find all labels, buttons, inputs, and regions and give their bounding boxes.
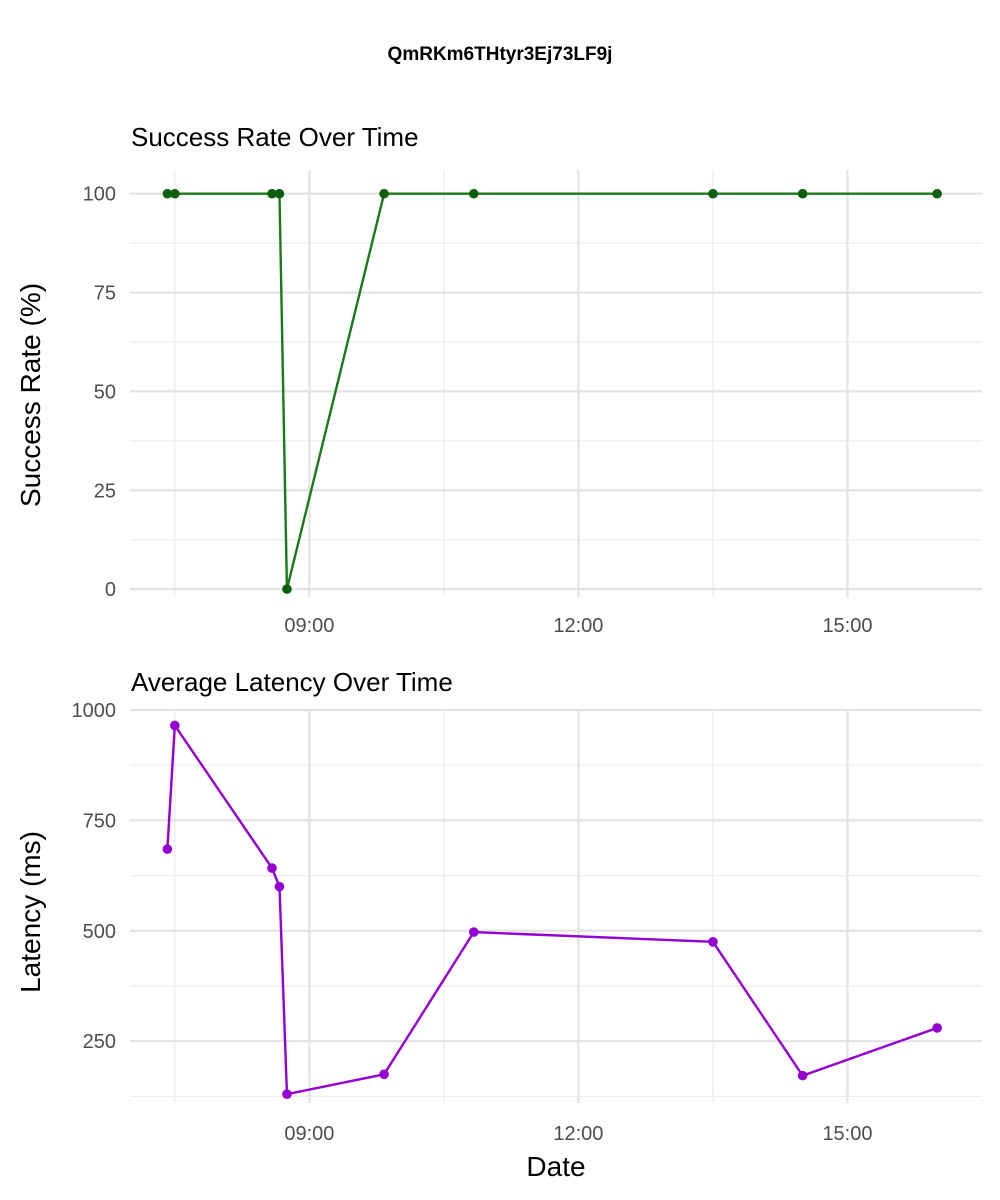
data-point	[468, 188, 479, 199]
data-point	[162, 188, 173, 199]
data-point	[379, 188, 389, 199]
data-point	[170, 188, 180, 199]
y-tick-label: 750	[83, 810, 116, 832]
data-point	[274, 881, 285, 892]
data-point	[267, 863, 277, 873]
data-point	[932, 188, 942, 199]
y-axis-title: Latency (ms)	[15, 831, 46, 993]
data-point	[282, 584, 292, 594]
x-tick-label: 15:00	[822, 1123, 872, 1145]
data-point	[170, 720, 180, 731]
data-point	[162, 844, 173, 854]
latency-panel-title: Average Latency Over Time	[131, 667, 453, 697]
y-tick-label: 0	[105, 579, 116, 601]
data-point	[932, 1023, 942, 1033]
chart-main-title: QmRKm6THtyr3Ej73LF9j	[387, 44, 613, 65]
y-tick-label: 250	[83, 1031, 116, 1053]
x-tick-label: 15:00	[822, 615, 872, 637]
data-point	[379, 1069, 389, 1080]
y-tick-label: 50	[94, 381, 116, 403]
success-rate-panel-title: Success Rate Over Time	[131, 122, 419, 152]
y-tick-label: 1000	[72, 700, 117, 722]
x-axis-title: Date	[526, 1151, 585, 1182]
y-tick-label: 25	[94, 480, 116, 502]
series-line	[166, 721, 938, 1096]
data-point	[282, 1089, 292, 1099]
data-point	[797, 1070, 808, 1081]
data-point	[274, 188, 285, 199]
x-tick-label: 12:00	[553, 1123, 603, 1145]
series-line	[167, 192, 938, 590]
y-axis-title: Success Rate (%)	[15, 283, 46, 507]
y-tick-label: 75	[94, 283, 116, 305]
y-tick-label: 100	[83, 184, 116, 206]
data-point	[468, 927, 479, 937]
data-point	[267, 188, 277, 199]
data-point	[797, 188, 808, 199]
x-tick-label: 12:00	[553, 615, 603, 637]
x-tick-label: 09:00	[284, 1123, 334, 1145]
x-tick-label: 09:00	[284, 615, 334, 637]
y-tick-label: 500	[83, 921, 116, 943]
data-point	[708, 188, 718, 199]
data-point	[708, 937, 718, 947]
